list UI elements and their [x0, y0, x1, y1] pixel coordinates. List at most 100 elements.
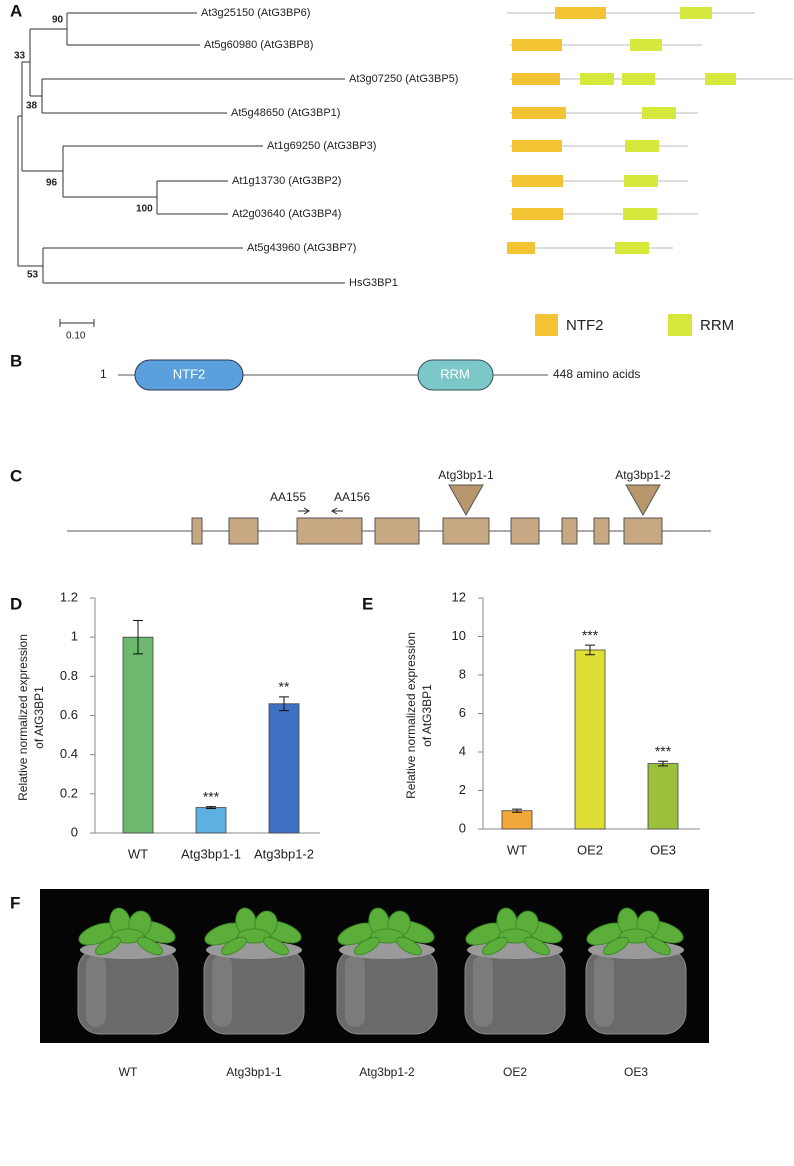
ntf2-domain — [512, 39, 562, 51]
leaf — [263, 936, 289, 956]
leaf-label: HsG3BP1 — [349, 277, 398, 289]
leaf — [396, 936, 422, 956]
leaf-label: At5g48650 (AtG3BP1) — [231, 107, 340, 119]
rrm-domain — [623, 208, 657, 220]
bar — [195, 807, 227, 834]
y-axis-label: Relative normalized expression — [16, 634, 30, 801]
leaf-label: At1g13730 (AtG3BP2) — [232, 175, 341, 187]
leaf — [95, 936, 121, 956]
significance-label: *** — [582, 627, 599, 643]
exon — [442, 517, 490, 545]
bootstrap-value: 90 — [52, 15, 64, 26]
leaf — [354, 936, 380, 956]
exon — [623, 517, 663, 545]
y-tick-label: 0.4 — [60, 746, 78, 761]
error-bar — [279, 696, 289, 712]
bootstrap-value: 33 — [14, 51, 26, 62]
exon — [561, 517, 578, 545]
rrm-domain — [705, 73, 736, 85]
bar — [647, 763, 679, 830]
leaf-label: At3g25150 (AtG3BP6) — [201, 7, 310, 19]
leaf-label: At5g43960 (AtG3BP7) — [247, 242, 356, 254]
rrm-domain — [624, 175, 658, 187]
bootstrap-value: 100 — [136, 204, 153, 215]
exon — [296, 517, 363, 545]
rrm-domain — [622, 73, 655, 85]
error-bar — [133, 620, 143, 655]
ntf2-domain — [512, 175, 563, 187]
bar — [268, 703, 300, 834]
y-tick-label: 10 — [452, 628, 466, 643]
scale-label: 0.10 — [66, 331, 86, 342]
y-axis-label: Relative normalized expression — [404, 632, 418, 799]
bootstrap-value: 38 — [26, 101, 38, 112]
y-axis-label: of AtG3BP1 — [420, 684, 434, 747]
error-bar — [512, 808, 522, 813]
y-tick-label: 0 — [459, 820, 466, 835]
exon — [510, 517, 540, 545]
panel-label: C — [10, 466, 22, 485]
x-tick-label: OE2 — [577, 842, 603, 857]
y-tick-label: 12 — [452, 589, 466, 604]
legend-label: RRM — [700, 317, 734, 334]
domain-label: NTF2 — [173, 366, 206, 381]
genotype-label: WT — [119, 1065, 138, 1079]
leaf-label: At1g69250 (AtG3BP3) — [267, 140, 376, 152]
panel-label: B — [10, 351, 22, 370]
y-tick-label: 0.8 — [60, 668, 78, 683]
legend-swatch — [668, 314, 692, 336]
pot-shade — [473, 955, 493, 1027]
ntf2-domain — [512, 73, 560, 85]
ntf2-domain — [512, 107, 566, 119]
rrm-domain — [625, 140, 659, 152]
error-bar — [206, 806, 216, 810]
panel-label: A — [10, 1, 22, 20]
x-tick-label: WT — [507, 842, 527, 857]
pot-shade — [86, 955, 106, 1027]
ntf2-domain — [512, 140, 562, 152]
y-tick-label: 0.6 — [60, 707, 78, 722]
leaf — [524, 936, 550, 956]
y-axis-label: of AtG3BP1 — [32, 686, 46, 749]
bar — [122, 636, 154, 834]
domain-label: RRM — [440, 366, 470, 381]
genotype-label: OE3 — [624, 1065, 648, 1079]
y-tick-label: 2 — [459, 782, 466, 797]
bootstrap-value: 53 — [27, 270, 39, 281]
panel-label: E — [362, 594, 373, 613]
insertion-label: Atg3bp1-1 — [438, 468, 494, 482]
insertion-marker — [625, 484, 661, 517]
ntf2-domain — [507, 242, 535, 254]
leaf-label: At3g07250 (AtG3BP5) — [349, 73, 458, 85]
error-bar — [585, 644, 595, 656]
significance-label: *** — [655, 743, 672, 759]
x-tick-label: Atg3bp1-2 — [254, 846, 314, 861]
ntf2-domain — [134, 359, 244, 391]
bootstrap-value: 96 — [46, 178, 58, 189]
leaf — [482, 936, 508, 956]
bar — [501, 810, 533, 830]
significance-label: *** — [203, 788, 220, 804]
leaf-label: At5g60980 (AtG3BP8) — [204, 39, 313, 51]
y-tick-label: 1.2 — [60, 589, 78, 604]
x-tick-label: Atg3bp1-1 — [181, 846, 241, 861]
y-tick-label: 4 — [459, 743, 466, 758]
ntf2-domain — [555, 7, 606, 19]
genotype-label: Atg3bp1-2 — [359, 1065, 415, 1079]
rrm-domain — [580, 73, 614, 85]
insertion-marker — [448, 484, 484, 517]
rrm-domain — [630, 39, 662, 51]
genotype-label: Atg3bp1-1 — [226, 1065, 282, 1079]
exon — [228, 517, 259, 545]
y-tick-label: 0 — [71, 824, 78, 839]
pot-shade — [212, 955, 232, 1027]
primer-label: AA155 — [270, 490, 306, 504]
primer-arrow — [331, 507, 343, 515]
error-bar — [658, 760, 668, 767]
insertion-label: Atg3bp1-2 — [615, 468, 671, 482]
primer-arrow — [298, 507, 310, 515]
y-tick-label: 0.2 — [60, 785, 78, 800]
genotype-label: OE2 — [503, 1065, 527, 1079]
